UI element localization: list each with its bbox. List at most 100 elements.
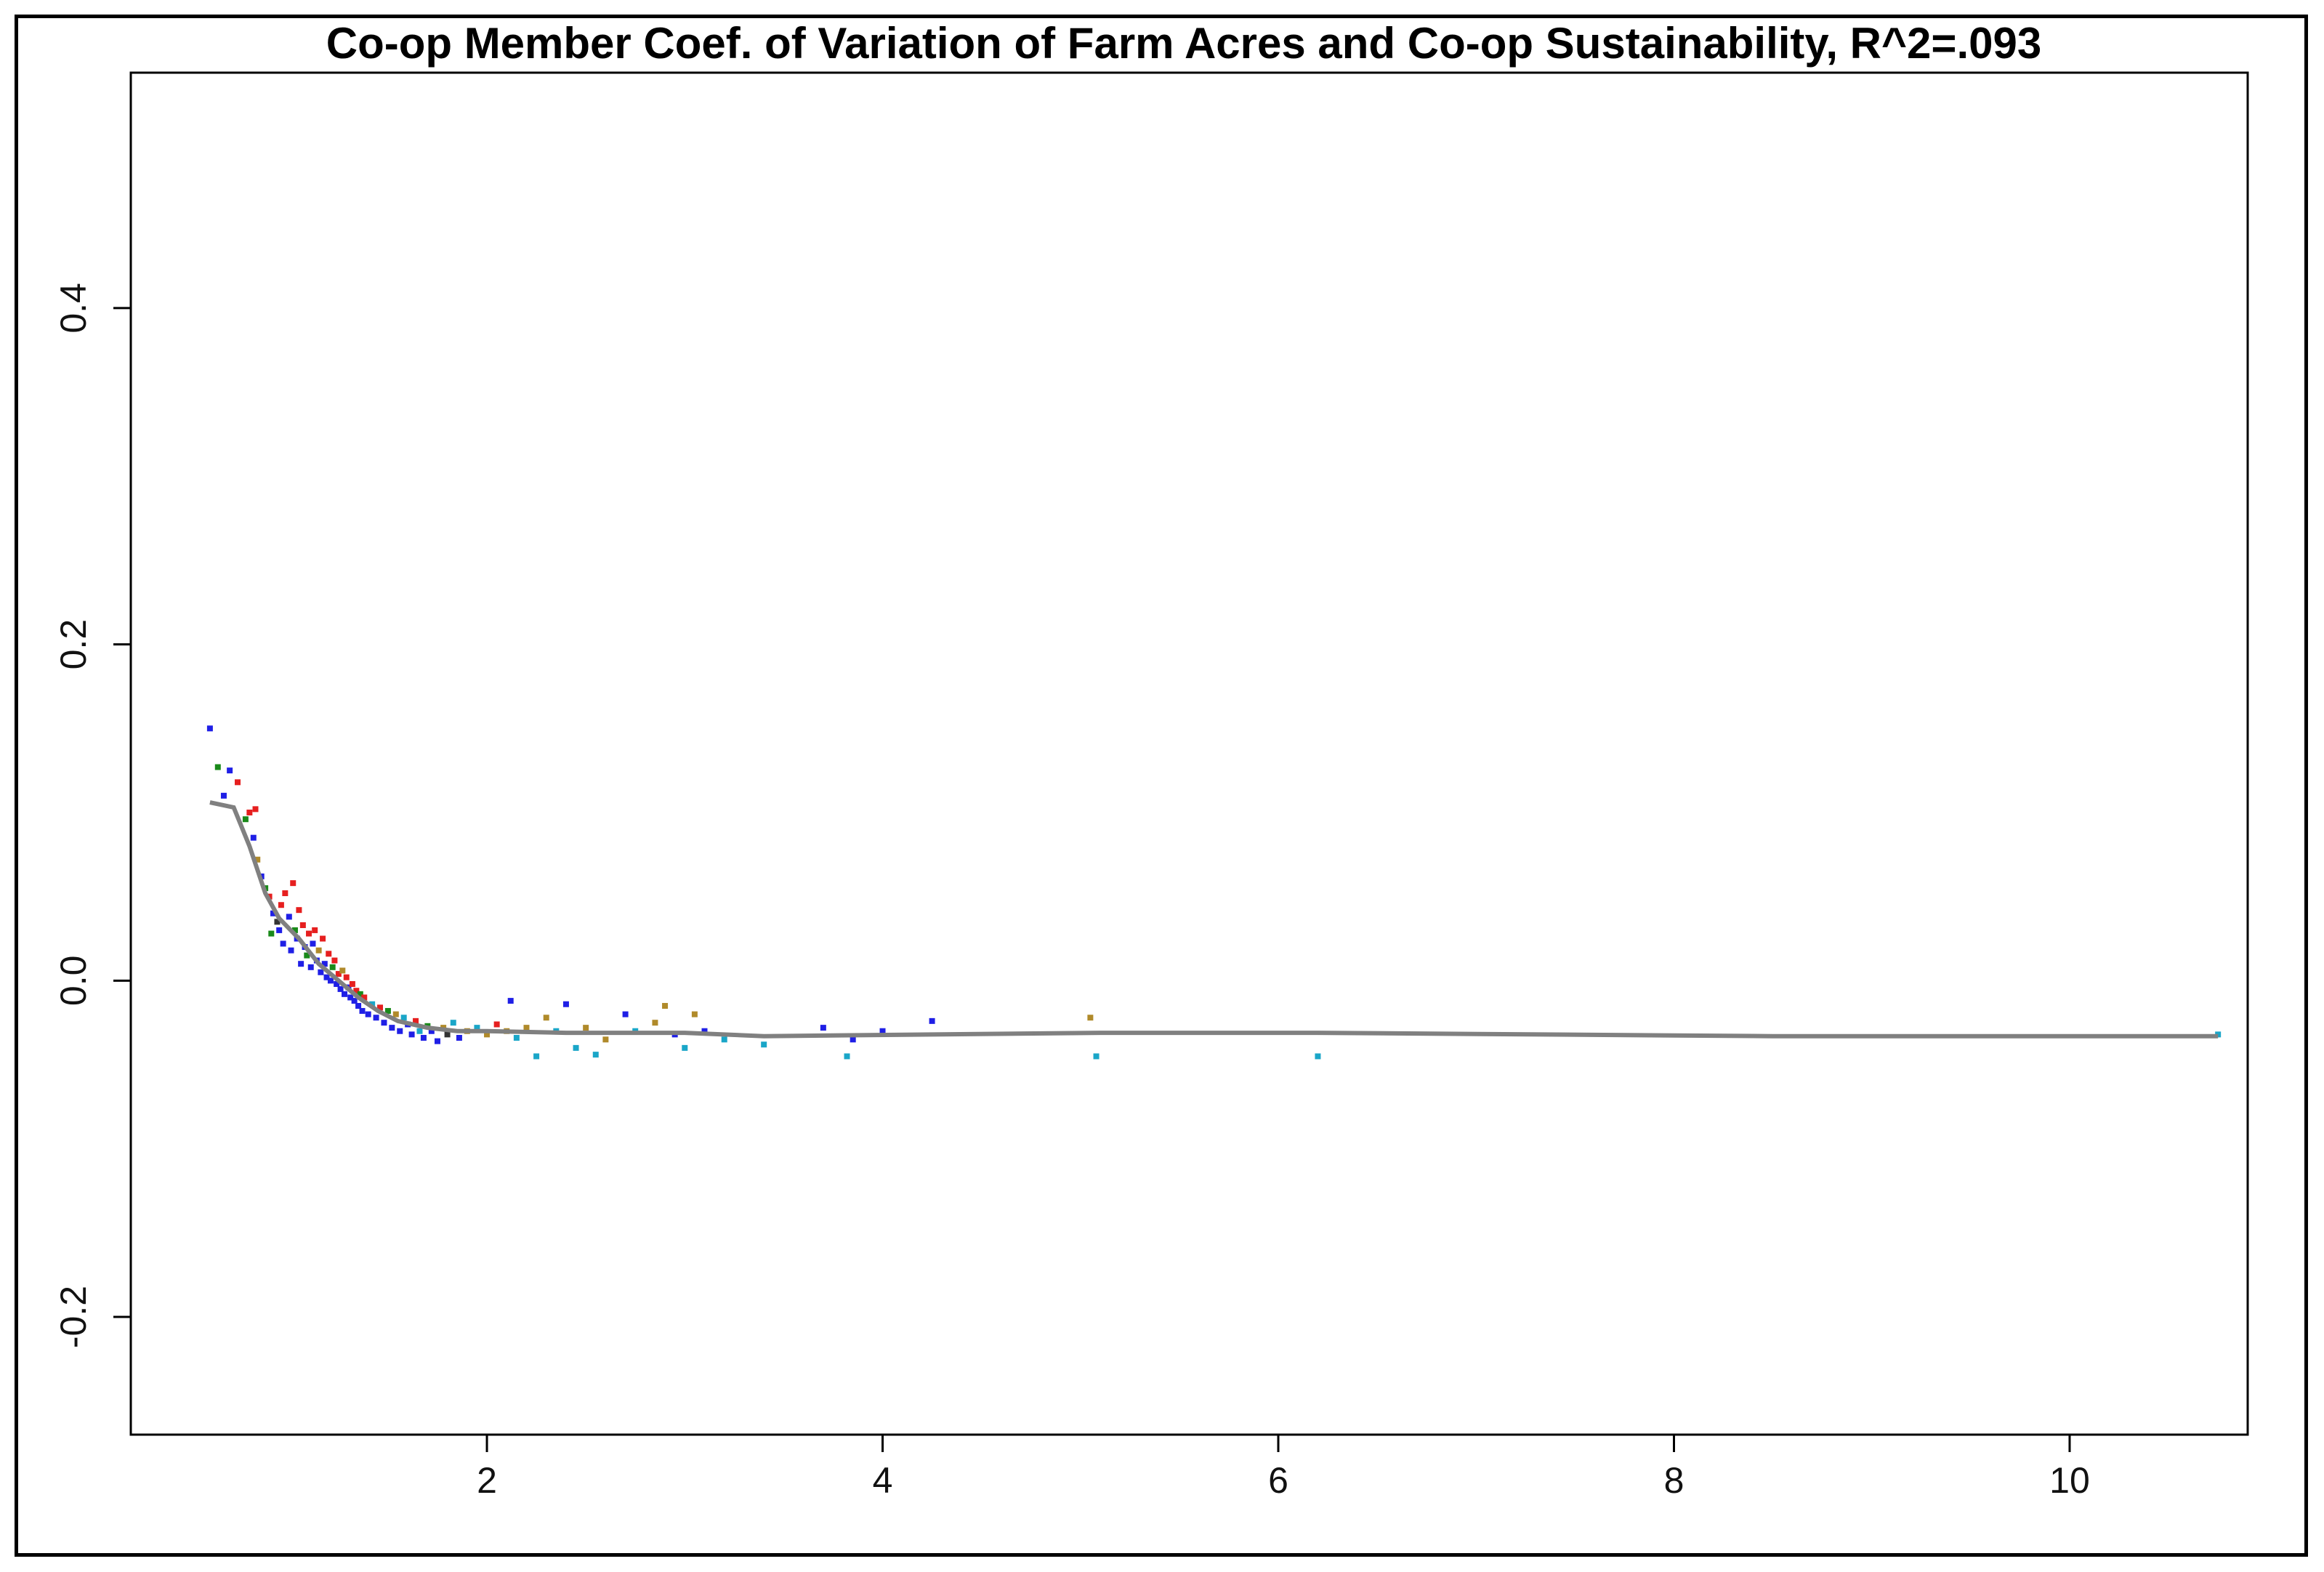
data-point — [327, 978, 334, 984]
data-point — [310, 940, 316, 947]
y-axis: -0.2 0.0 0.2 0.4 — [53, 283, 132, 1348]
data-point — [227, 767, 233, 774]
data-point — [347, 994, 354, 1001]
x-tick-label: 2 — [477, 1460, 497, 1501]
data-point — [1087, 1015, 1094, 1021]
data-point — [513, 1034, 520, 1041]
data-point — [235, 779, 241, 786]
data-point — [288, 947, 294, 954]
data-point — [434, 1038, 440, 1044]
data-point — [250, 834, 257, 841]
data-point — [351, 998, 358, 1004]
data-point — [682, 1044, 688, 1051]
data-point — [413, 1017, 419, 1024]
data-point — [850, 1036, 856, 1043]
data-point — [562, 1001, 569, 1007]
data-point — [312, 927, 318, 933]
data-point — [282, 890, 289, 897]
data-point — [369, 1001, 376, 1007]
data-point — [320, 935, 326, 942]
data-point — [334, 980, 340, 987]
data-point — [246, 809, 253, 815]
data-point — [721, 1036, 727, 1043]
y-tick-label: 0.2 — [53, 619, 94, 670]
data-point — [428, 1028, 435, 1034]
data-point — [381, 1020, 387, 1026]
data-point — [474, 1025, 480, 1031]
x-tick-label: 6 — [1268, 1460, 1288, 1501]
data-point — [602, 1036, 609, 1043]
data-point — [484, 1031, 491, 1038]
chart-svg: Co-op Member Coef. of Variation of Farm … — [53, 19, 2249, 1501]
x-tick-label: 10 — [2049, 1460, 2090, 1501]
chart-frame: Co-op Member Coef. of Variation of Farm … — [15, 15, 2308, 1557]
data-point — [252, 806, 259, 813]
data-point — [323, 974, 330, 980]
data-point — [357, 991, 363, 997]
data-point — [384, 1007, 391, 1014]
data-point — [392, 1011, 399, 1017]
x-tick-label: 8 — [1664, 1460, 1685, 1501]
data-point — [355, 1003, 362, 1009]
data-point — [254, 856, 261, 863]
data-point — [583, 1025, 589, 1031]
data-point — [321, 961, 328, 967]
data-point — [296, 907, 302, 914]
data-point — [450, 1020, 456, 1026]
data-point — [507, 998, 514, 1004]
data-point — [820, 1025, 826, 1031]
data-point — [397, 1028, 403, 1034]
data-point — [662, 1003, 669, 1009]
data-point — [326, 951, 332, 957]
data-point — [286, 914, 292, 920]
y-tick-label: 0.4 — [53, 283, 94, 334]
data-point — [349, 980, 355, 987]
data-point — [701, 1028, 708, 1034]
x-tick-label: 4 — [873, 1460, 893, 1501]
data-point — [304, 952, 310, 959]
data-point — [592, 1052, 599, 1058]
data-point — [879, 1028, 886, 1034]
data-point — [444, 1031, 451, 1038]
data-point — [206, 725, 213, 732]
data-point — [377, 1004, 384, 1011]
fit-line — [209, 800, 2219, 1039]
data-point — [573, 1044, 579, 1051]
data-point — [844, 1053, 850, 1060]
data-point — [278, 902, 284, 908]
y-tick-label: -0.2 — [53, 1286, 94, 1348]
x-axis: 2 4 6 8 10 — [477, 1433, 2090, 1501]
data-point — [652, 1020, 658, 1026]
data-point — [373, 1015, 379, 1021]
data-point — [270, 910, 277, 916]
data-point — [929, 1017, 935, 1024]
data-point — [329, 964, 336, 970]
data-point — [274, 919, 281, 925]
data-point — [290, 880, 296, 887]
data-point — [365, 1011, 371, 1017]
data-point — [214, 764, 221, 770]
data-point — [543, 1015, 549, 1021]
data-point — [339, 967, 346, 974]
scatter-points — [206, 725, 2222, 1060]
data-point — [622, 1011, 629, 1017]
plot-area — [129, 71, 2249, 1436]
data-point — [276, 927, 283, 933]
data-point — [761, 1041, 767, 1048]
data-point — [389, 1025, 395, 1031]
data-point — [298, 961, 304, 967]
data-point — [691, 1011, 698, 1017]
data-point — [291, 927, 298, 933]
data-point — [315, 947, 322, 954]
data-point — [331, 957, 338, 964]
data-point — [268, 930, 275, 937]
data-point — [307, 964, 314, 970]
data-point — [361, 994, 368, 1001]
data-point — [416, 1028, 423, 1034]
data-point — [420, 1034, 427, 1041]
data-point — [318, 969, 324, 975]
data-point — [335, 971, 342, 978]
data-point — [242, 816, 249, 823]
data-point — [1315, 1053, 1321, 1060]
data-point — [220, 792, 227, 799]
